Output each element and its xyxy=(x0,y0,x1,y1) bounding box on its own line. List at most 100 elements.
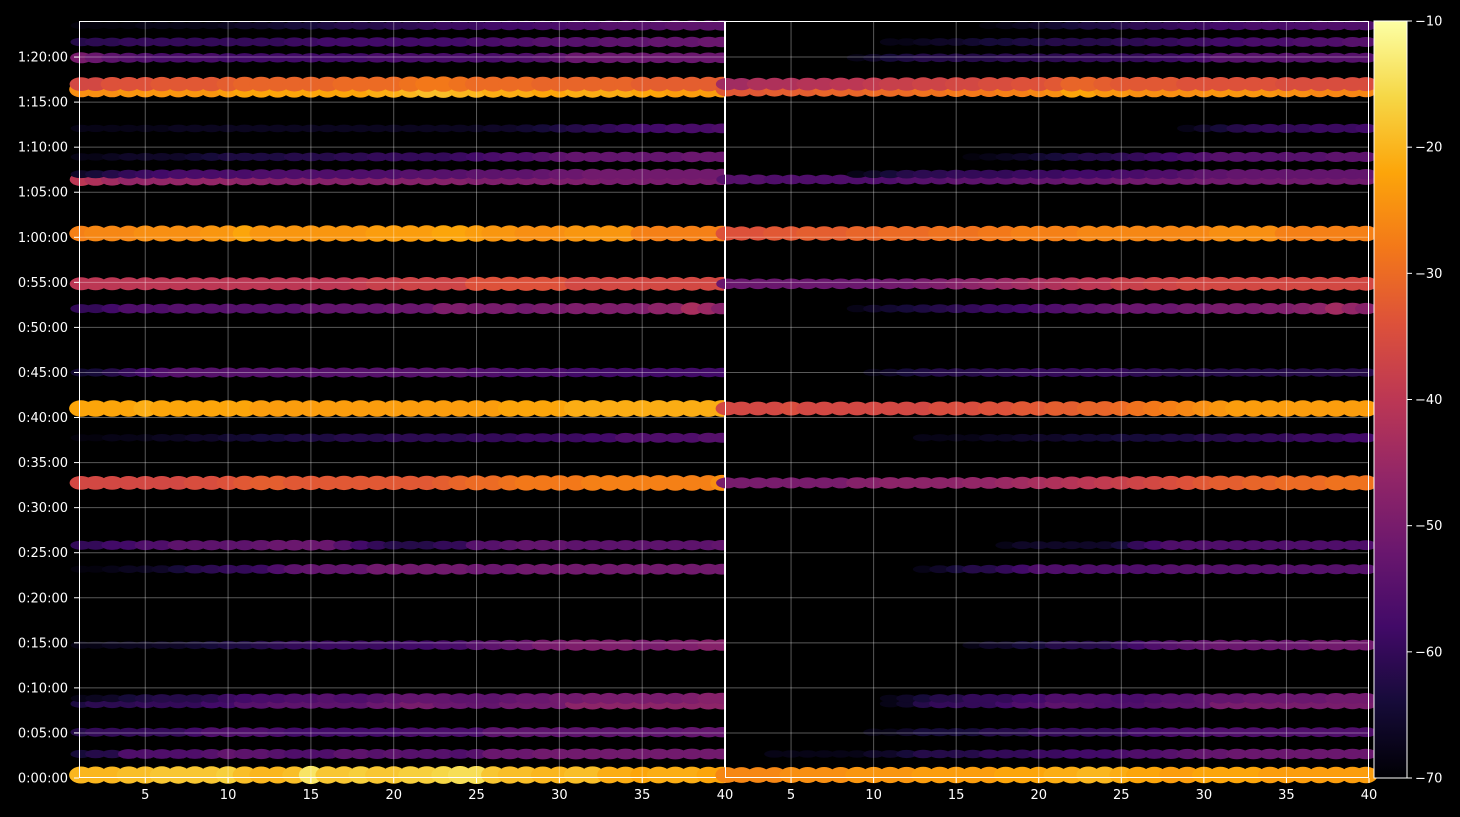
heatmap-cell xyxy=(117,52,140,63)
heatmap-cell xyxy=(465,53,488,63)
heatmap-cell xyxy=(1011,169,1033,179)
heatmap-cell xyxy=(465,37,488,47)
heatmap-cell xyxy=(764,750,785,758)
heatmap-cell xyxy=(928,225,952,242)
heatmap-cell xyxy=(995,37,1017,47)
heatmap-cell xyxy=(896,38,917,46)
heatmap-cell xyxy=(1193,433,1215,443)
heatmap-cell xyxy=(1110,476,1133,490)
y-tick-label: 1:20:00 xyxy=(18,51,68,66)
heatmap-cell xyxy=(432,37,455,47)
heatmap-cell xyxy=(1160,564,1182,575)
colorbar-gradient xyxy=(1373,20,1408,779)
heatmap-cell xyxy=(250,303,272,314)
heatmap-cell xyxy=(349,748,372,760)
heatmap-cell xyxy=(1094,152,1116,162)
heatmap-cell xyxy=(101,169,123,179)
heatmap-cell xyxy=(333,433,355,443)
heatmap-cell xyxy=(431,766,456,784)
y-tick-label: 0:45:00 xyxy=(18,366,68,381)
heatmap-cell xyxy=(150,225,174,242)
heatmap-cell xyxy=(1259,540,1281,551)
heatmap-cell xyxy=(1292,20,1314,31)
heatmap-cell xyxy=(233,693,256,704)
heatmap-cell xyxy=(630,475,654,491)
heatmap-cell xyxy=(333,303,355,314)
heatmap-cell xyxy=(597,276,621,291)
heatmap-cell xyxy=(398,766,423,784)
heatmap-cell xyxy=(316,367,339,378)
heatmap-cell xyxy=(84,52,107,64)
heatmap-cell xyxy=(664,748,687,760)
x-tick-label: 35 xyxy=(1278,788,1295,803)
heatmap-cell xyxy=(449,169,471,180)
heatmap-cell xyxy=(432,53,455,63)
heatmap-cell xyxy=(1061,640,1083,650)
heatmap-cell xyxy=(564,400,588,417)
heatmap-cell xyxy=(399,563,422,575)
heatmap-cell xyxy=(70,37,92,47)
heatmap-cell xyxy=(1126,766,1150,784)
heatmap-cell xyxy=(350,124,371,133)
heatmap-cell xyxy=(383,53,405,63)
heatmap-cell xyxy=(499,52,521,63)
heatmap-cell xyxy=(1077,640,1099,650)
heatmap-cell xyxy=(85,641,106,649)
y-tick-label: 1:15:00 xyxy=(18,96,68,111)
heatmap-cell xyxy=(101,749,123,759)
heatmap-cell xyxy=(647,540,670,551)
heatmap-cell xyxy=(514,225,538,242)
heatmap-cell xyxy=(1109,401,1133,416)
heatmap-cell xyxy=(1127,169,1149,179)
heatmap-cell xyxy=(1175,225,1200,242)
heatmap-cell xyxy=(118,368,140,377)
heatmap-cell xyxy=(565,367,587,378)
x-tick-label: 10 xyxy=(865,788,882,803)
heatmap-cell xyxy=(1241,766,1266,784)
heatmap-cell xyxy=(928,77,951,91)
heatmap-cell xyxy=(531,225,555,242)
heatmap-cell xyxy=(249,400,273,417)
heatmap-cell xyxy=(266,76,290,92)
heatmap-cell xyxy=(416,433,438,443)
heatmap-cell xyxy=(333,53,355,63)
heatmap-cell xyxy=(1093,277,1117,291)
heatmap-cell xyxy=(1242,37,1265,47)
heatmap-cell xyxy=(184,540,206,551)
heatmap-cell xyxy=(647,727,670,738)
heatmap-cell xyxy=(1027,401,1051,416)
heatmap-cell xyxy=(1176,37,1198,47)
heatmap-cell xyxy=(647,302,670,315)
heatmap-cell xyxy=(200,727,223,738)
heatmap-cell xyxy=(1159,225,1183,242)
heatmap-cell xyxy=(1193,169,1215,180)
heatmap-cell xyxy=(1193,639,1215,651)
heatmap-cell xyxy=(1193,368,1215,377)
heatmap-cell xyxy=(398,277,422,291)
heatmap-cell xyxy=(1355,52,1377,63)
heatmap-cell xyxy=(249,475,273,491)
heatmap-cell xyxy=(1354,225,1378,242)
heatmap-cell xyxy=(415,277,439,291)
heatmap-cell xyxy=(515,433,537,443)
heatmap-cell xyxy=(631,36,653,48)
heatmap-cell xyxy=(664,540,687,551)
heatmap-cell xyxy=(1355,639,1377,651)
heatmap-cell xyxy=(1027,77,1051,92)
heatmap-cell xyxy=(499,20,521,31)
heatmap-cell xyxy=(283,727,305,737)
heatmap-cell xyxy=(1026,766,1051,784)
heatmap-cell xyxy=(134,641,156,649)
heatmap-cell xyxy=(614,20,637,31)
heatmap-cell xyxy=(250,693,272,704)
heatmap-cell xyxy=(1110,541,1132,550)
heatmap-cell xyxy=(631,692,654,704)
heatmap-cell xyxy=(779,401,803,416)
panel-frame xyxy=(725,21,1369,778)
heatmap-cell xyxy=(994,476,1017,489)
heatmap-cell xyxy=(1127,540,1149,550)
heatmap-cell xyxy=(317,152,338,162)
heatmap-cell xyxy=(101,641,123,649)
heatmap-cell xyxy=(929,38,951,46)
heatmap-cell xyxy=(648,432,670,443)
